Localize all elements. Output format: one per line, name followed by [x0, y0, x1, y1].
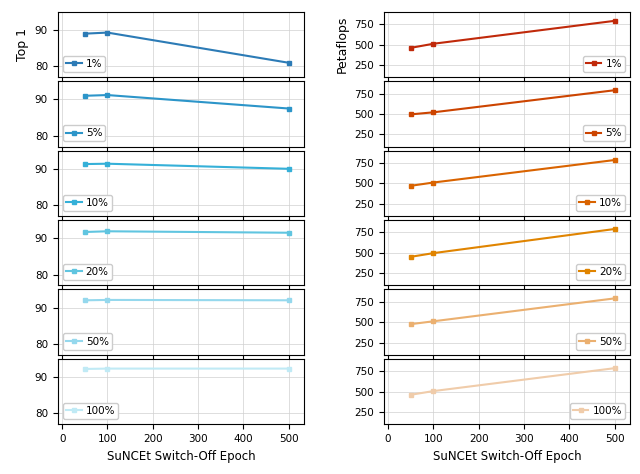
Y-axis label: Petaflops: Petaflops [335, 16, 348, 73]
Y-axis label: Top 1: Top 1 [16, 28, 29, 61]
Legend: 50%: 50% [63, 333, 112, 350]
Legend: 1%: 1% [582, 56, 625, 72]
Legend: 5%: 5% [582, 125, 625, 141]
Legend: 5%: 5% [63, 125, 106, 141]
Legend: 20%: 20% [576, 264, 625, 280]
Legend: 50%: 50% [576, 333, 625, 350]
Legend: 100%: 100% [63, 403, 118, 419]
Legend: 10%: 10% [576, 195, 625, 211]
Legend: 1%: 1% [63, 56, 106, 72]
X-axis label: SuNCEt Switch-Off Epoch: SuNCEt Switch-Off Epoch [107, 449, 255, 463]
Legend: 100%: 100% [570, 403, 625, 419]
Legend: 20%: 20% [63, 264, 112, 280]
X-axis label: SuNCEt Switch-Off Epoch: SuNCEt Switch-Off Epoch [433, 449, 581, 463]
Legend: 10%: 10% [63, 195, 112, 211]
